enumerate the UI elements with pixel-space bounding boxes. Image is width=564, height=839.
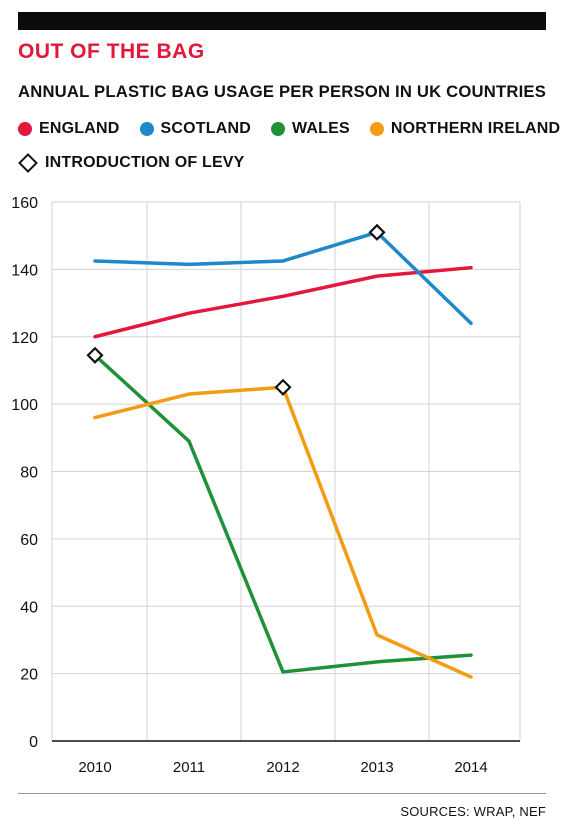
legend-item-wales: WALES — [271, 120, 350, 138]
legend-label-wales: WALES — [292, 120, 350, 137]
scotland-dot-icon — [139, 122, 154, 136]
legend-item-northern-ireland: NORTHERN IRELAND — [369, 120, 561, 138]
y-tick-label-20: 20 — [20, 667, 38, 684]
series-lines — [93, 230, 473, 679]
legend-label-england: ENGLAND — [39, 120, 120, 137]
source-note: SOURCES: WRAP, NEF — [400, 804, 546, 819]
x-tick-label-2012: 2012 — [266, 759, 299, 776]
legend-item-scotland: SCOTLAND — [139, 120, 251, 138]
x-axis-ticks: 2010 2011 2012 2013 2014 — [78, 759, 487, 776]
y-tick-label-80: 80 — [20, 465, 38, 482]
x-tick-label-2010: 2010 — [78, 759, 111, 776]
chart-title: ANNUAL PLASTIC BAG USAGE PER PERSON IN U… — [18, 82, 547, 101]
x-tick-label-2011: 2011 — [173, 759, 205, 776]
levy-marker-scotland — [368, 223, 386, 241]
x-tick-label-2014: 2014 — [454, 759, 487, 776]
legend-item-england: ENGLAND — [18, 120, 120, 138]
x-tick-label-2013: 2013 — [360, 759, 393, 776]
y-tick-label-120: 120 — [11, 330, 38, 347]
y-axis-ticks: 0 20 40 60 80 100 120 140 160 — [11, 195, 38, 751]
england-dot-icon — [18, 122, 32, 136]
footer-rule — [18, 793, 546, 794]
legend: ENGLAND SCOTLAND WALES NORTHERN IRELAND — [18, 120, 564, 138]
header-bar — [18, 12, 546, 30]
wales-dot-icon — [271, 122, 285, 136]
series-line-scotland — [93, 230, 473, 326]
kicker-title: OUT OF THE BAG — [18, 40, 205, 63]
series-line-england — [93, 265, 473, 339]
y-tick-label-40: 40 — [20, 599, 38, 616]
y-tick-label-160: 160 — [11, 195, 38, 212]
legend-label-levy: INTRODUCTION OF LEVY — [45, 154, 245, 171]
y-tick-label-60: 60 — [20, 532, 38, 549]
series-line-wales — [93, 353, 473, 674]
levy-marker-northern-ireland — [274, 378, 292, 396]
levy-marker-wales — [86, 346, 104, 364]
y-tick-label-0: 0 — [29, 734, 38, 751]
legend-levy: INTRODUCTION OF LEVY — [18, 153, 265, 173]
y-tick-label-140: 140 — [11, 262, 38, 279]
legend-label-scotland: SCOTLAND — [160, 120, 251, 137]
northern-ireland-dot-icon — [369, 122, 384, 136]
levy-markers — [86, 223, 386, 396]
legend-item-levy: INTRODUCTION OF LEVY — [18, 153, 245, 173]
y-tick-label-100: 100 — [11, 397, 38, 414]
chart-grid — [51, 201, 521, 742]
legend-label-northern-ireland: NORTHERN IRELAND — [390, 120, 561, 137]
series-line-northern_ireland — [93, 385, 473, 679]
